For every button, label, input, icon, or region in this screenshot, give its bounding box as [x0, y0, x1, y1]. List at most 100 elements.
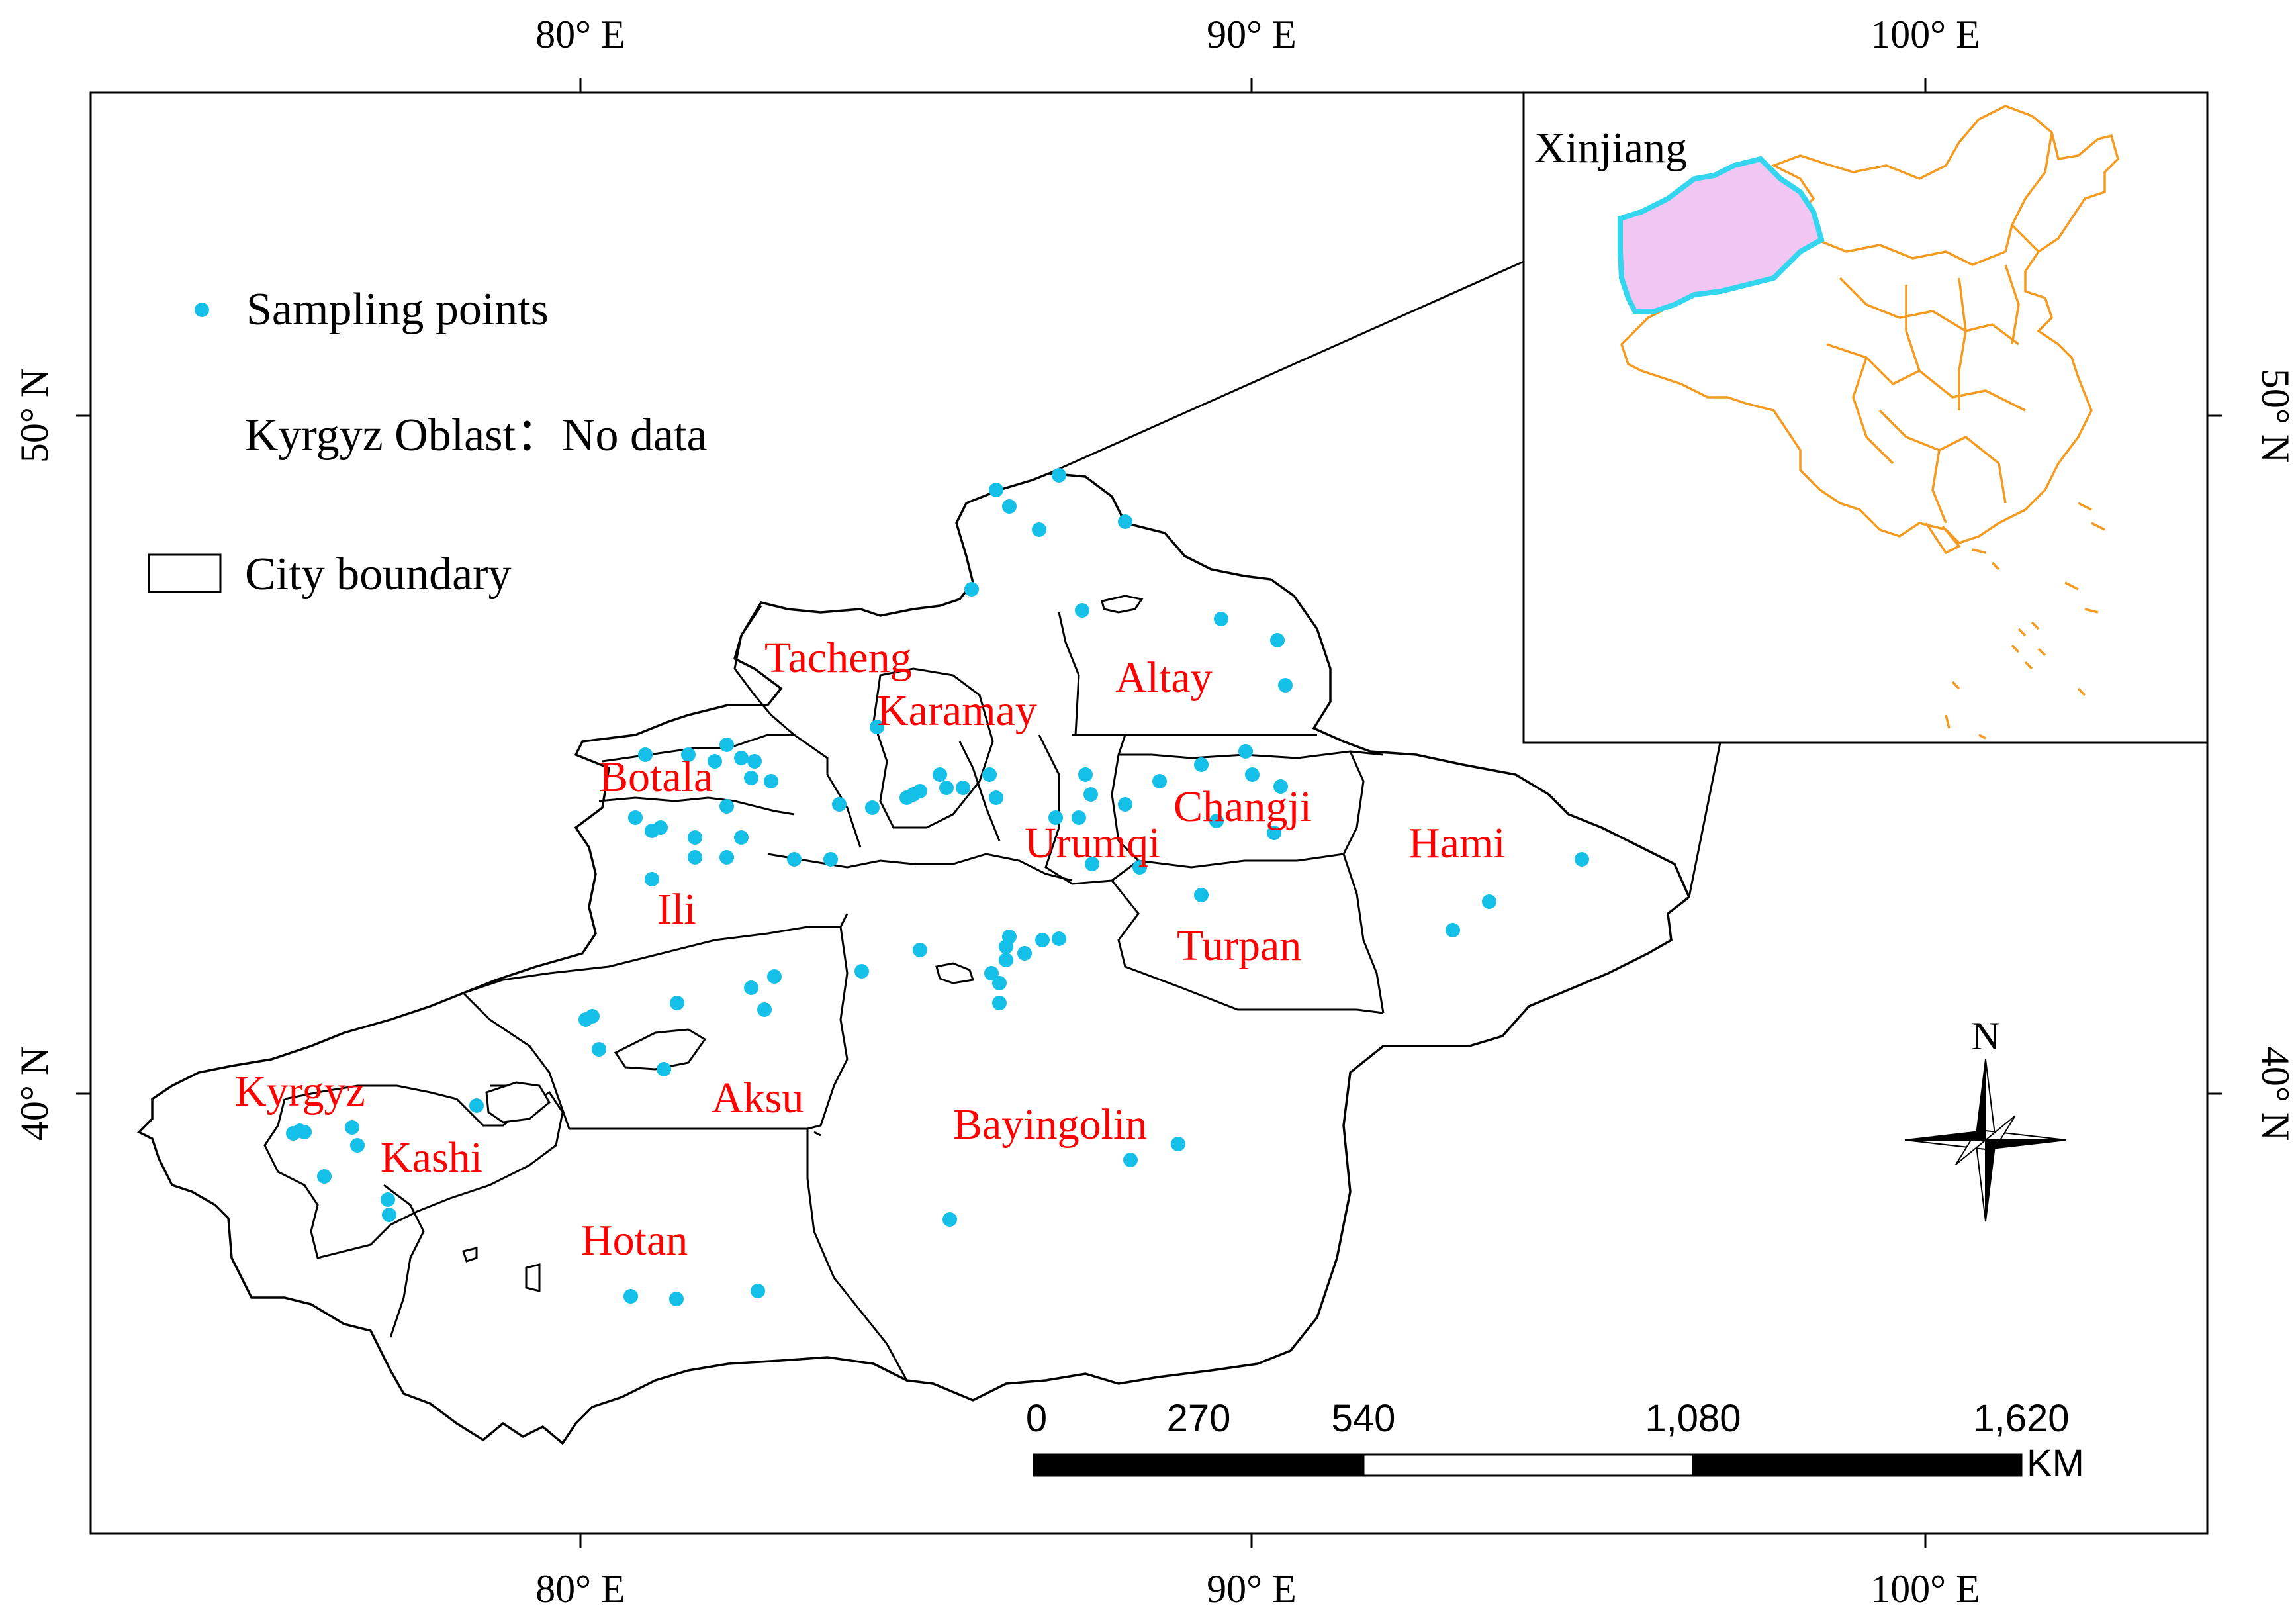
sampling-point-1 — [1052, 468, 1066, 483]
inset-frame — [1522, 91, 2209, 744]
sampling-point-77 — [657, 1062, 671, 1076]
sampling-point-89 — [1171, 1137, 1185, 1151]
north-arrow: N — [1904, 1014, 2067, 1222]
legend: Sampling points Kyrgyz Oblast：No data Ci… — [148, 284, 708, 600]
sampling-point-14 — [719, 738, 734, 752]
lon-label-top-100: 100° E — [1870, 13, 1980, 56]
sampling-point-12 — [638, 747, 653, 762]
sampling-point-51 — [688, 850, 702, 865]
sampling-point-31 — [1078, 767, 1093, 782]
sampling-point-78 — [469, 1098, 484, 1113]
sampling-point-69 — [854, 964, 869, 979]
sampling-point-28 — [956, 781, 970, 795]
scale-label-270: 270 — [1167, 1397, 1231, 1440]
inset-label-xinjiang: Xinjiang — [1534, 124, 1687, 172]
sampling-point-27 — [939, 781, 954, 795]
sampling-point-11 — [870, 720, 884, 734]
sampling-point-22 — [865, 800, 880, 815]
sampling-point-18 — [764, 774, 778, 788]
lake-kashi — [485, 1081, 551, 1123]
lat-label-left-50: 50° N — [13, 369, 56, 463]
sampling-point-3 — [1002, 499, 1017, 514]
xinjiang-inset-highlight — [1618, 156, 1825, 314]
sampling-point-2 — [989, 483, 1003, 497]
sampling-point-59 — [913, 943, 927, 957]
city-label-karamay: Karamay — [877, 687, 1037, 735]
city-label-urumqi: Urumqi — [1025, 819, 1160, 867]
sampling-point-19 — [744, 771, 758, 785]
sampling-point-7 — [1075, 603, 1089, 618]
sampling-point-87 — [942, 1212, 957, 1227]
sampling-point-84 — [317, 1169, 332, 1184]
sampling-point-40 — [1267, 826, 1281, 840]
sampling-point-91 — [669, 1292, 684, 1306]
sampling-point-85 — [381, 1192, 395, 1207]
sampling-point-75 — [585, 1009, 600, 1024]
sampling-point-43 — [1085, 857, 1099, 871]
map-frame — [89, 91, 2209, 1535]
lat-label-left-40: 40° N — [13, 1047, 56, 1141]
sampling-point-10 — [1278, 678, 1293, 693]
sampling-point-39 — [1209, 814, 1224, 828]
city-label-bayingolin: Bayingolin — [953, 1100, 1147, 1149]
legend-sampling-point-symbol — [195, 303, 209, 317]
sampling-point-9 — [1270, 633, 1285, 647]
city-label-aksu: Aksu — [712, 1074, 804, 1122]
sampling-point-54 — [823, 852, 838, 867]
inset-map: Xinjiang — [1522, 91, 2209, 744]
city-boundaries — [263, 605, 1385, 1381]
sampling-point-70 — [670, 996, 684, 1010]
sampling-point-29 — [982, 767, 997, 782]
sampling-point-45 — [628, 810, 643, 825]
lon-label-top-90: 90° E — [1207, 13, 1297, 56]
sampling-point-58 — [1446, 923, 1460, 937]
sampling-point-34 — [1152, 774, 1167, 788]
city-label-altay: Altay — [1115, 653, 1213, 702]
sampling-point-16 — [734, 751, 749, 765]
xinjiang-outline — [137, 472, 1691, 1445]
sampling-point-83 — [350, 1138, 365, 1153]
sampling-point-67 — [992, 976, 1007, 990]
sampling-point-71 — [767, 969, 782, 984]
city-label-tacheng: Tacheng — [764, 634, 912, 682]
city-label-botala: Botala — [599, 753, 713, 801]
sampling-point-72 — [744, 980, 758, 995]
sampling-points-layer — [286, 468, 1589, 1306]
sampling-point-68 — [992, 996, 1007, 1010]
lat-label-right-40: 40° N — [2254, 1047, 2296, 1141]
sampling-point-57 — [1482, 894, 1496, 909]
sampling-point-49 — [734, 830, 749, 845]
sampling-point-8 — [1214, 612, 1228, 626]
city-label-hami: Hami — [1408, 819, 1506, 867]
sampling-point-38 — [1273, 779, 1288, 794]
sampling-point-42 — [1072, 810, 1086, 825]
sampling-point-64 — [1052, 931, 1066, 946]
sampling-point-17 — [747, 754, 762, 769]
sampling-point-50 — [719, 850, 734, 865]
sampling-point-56 — [1575, 852, 1589, 867]
lon-label-bottom-100: 100° E — [1870, 1567, 1980, 1611]
scale-unit: KM — [2027, 1442, 2084, 1485]
scale-bar: 0 270 540 1,080 1,620 KM — [1026, 1397, 2084, 1485]
legend-sampling-points-label: Sampling points — [246, 284, 549, 335]
city-label-hotan: Hotan — [581, 1216, 688, 1265]
lon-label-top-80: 80° E — [535, 13, 625, 56]
lon-label-bottom-80: 80° E — [535, 1567, 625, 1611]
city-labels: Altay Tacheng Karamay Botala Changji Uru… — [235, 634, 1506, 1265]
sampling-point-15 — [708, 754, 722, 769]
sampling-point-13 — [681, 747, 696, 762]
city-label-kyrgyz: Kyrgyz — [235, 1067, 365, 1116]
sampling-point-88 — [1123, 1153, 1138, 1167]
city-label-changji: Changji — [1173, 783, 1312, 831]
sampling-point-47 — [653, 820, 668, 835]
lake-bosten — [935, 962, 974, 984]
sampling-point-82 — [345, 1120, 359, 1135]
sampling-point-41 — [1048, 810, 1063, 825]
legend-city-boundary-label: City boundary — [245, 549, 511, 600]
sampling-point-81 — [297, 1125, 312, 1139]
sampling-point-63 — [1035, 933, 1050, 947]
sampling-point-53 — [787, 852, 802, 867]
sampling-point-21 — [832, 797, 847, 812]
sampling-point-61 — [1002, 930, 1017, 944]
